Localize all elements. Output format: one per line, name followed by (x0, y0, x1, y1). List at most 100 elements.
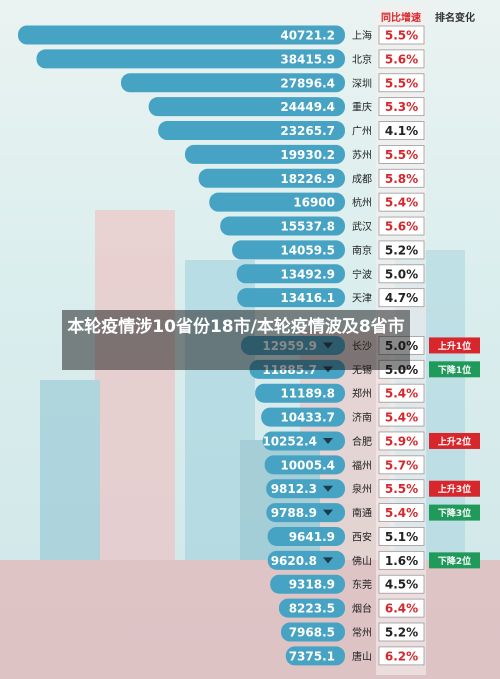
growth-header: 同比增速 (381, 11, 421, 24)
city-label: 南通 (352, 507, 372, 520)
growth-box (378, 144, 425, 164)
bar-value: 9812.3 (271, 482, 317, 496)
growth-value: 5.4% (385, 196, 418, 210)
rank-badge (429, 361, 480, 378)
rank-arrow (323, 437, 333, 444)
growth-box (378, 574, 425, 594)
growth-value: 4.1% (385, 124, 418, 138)
bar-value: 7375.1 (289, 649, 335, 663)
growth-value: 5.5% (385, 148, 418, 162)
rank-label: 上升3位 (438, 483, 471, 495)
growth-value: 1.6% (385, 554, 418, 568)
bar-value: 10252.4 (262, 434, 317, 448)
bar (36, 49, 345, 69)
bar (261, 407, 345, 427)
growth-value: 5.5% (385, 29, 418, 43)
growth-value: 4.7% (385, 291, 418, 305)
bar (184, 144, 345, 164)
growth-box (378, 97, 425, 117)
growth-value: 5.9% (385, 434, 418, 448)
growth-box (378, 527, 425, 546)
growth-box (378, 550, 425, 570)
growth-value: 5.5% (385, 76, 418, 90)
city-label: 南京 (352, 244, 372, 257)
bar-value: 23265.7 (280, 124, 335, 138)
growth-box (378, 622, 425, 642)
city-label: 唐山 (352, 650, 372, 663)
rank-label: 上升1位 (438, 340, 471, 352)
growth-box (378, 646, 425, 666)
growth-box (378, 407, 425, 427)
growth-box (378, 25, 425, 45)
growth-box (378, 49, 425, 69)
rank-label: 下降2位 (438, 555, 471, 567)
city-label: 深圳 (352, 78, 372, 90)
growth-value: 5.0% (385, 267, 418, 281)
growth-box (378, 73, 425, 93)
growth-box (378, 479, 425, 499)
bar (267, 550, 345, 570)
bar-value: 8223.5 (289, 602, 335, 616)
city-label: 成都 (352, 173, 372, 185)
growth-value: 5.4% (385, 411, 418, 425)
bar-value: 9641.9 (289, 530, 335, 544)
growth-value: 5.6% (385, 220, 418, 234)
city-label: 西安 (352, 530, 372, 543)
city-label: 上海 (352, 29, 372, 42)
growth-box (378, 240, 425, 260)
growth-box (378, 216, 425, 236)
bar-value: 38415.9 (280, 52, 335, 66)
bar (209, 192, 345, 212)
growth-box (378, 168, 425, 188)
bar (148, 97, 345, 117)
rank-arrow (323, 485, 333, 492)
rank-arrow (323, 509, 333, 516)
bar-value: 18226.9 (280, 172, 335, 186)
city-label: 武汉 (352, 220, 372, 233)
city-label: 广州 (352, 126, 372, 138)
rank-label: 下降3位 (438, 507, 471, 519)
growth-value: 4.5% (385, 578, 418, 592)
bar (220, 216, 345, 236)
growth-box (378, 431, 425, 451)
bar-value: 19930.2 (280, 148, 335, 162)
rank-badge (429, 337, 480, 354)
growth-value: 5.3% (385, 100, 418, 114)
bar (281, 622, 345, 642)
growth-value: 5.6% (385, 52, 418, 66)
growth-box (378, 264, 425, 284)
growth-box (378, 383, 425, 403)
bar (198, 168, 345, 188)
rank-badge (429, 504, 480, 521)
bar-value: 16900 (293, 196, 335, 210)
rank-badge (429, 480, 480, 497)
bar-value: 14059.5 (280, 243, 335, 257)
rank-badge (429, 432, 480, 449)
growth-value: 6.2% (385, 649, 418, 663)
bar (232, 240, 345, 260)
growth-value: 6.4% (385, 602, 418, 616)
bar-value: 11189.8 (280, 387, 335, 401)
growth-value: 5.1% (385, 530, 418, 544)
bar (237, 288, 345, 308)
growth-value: 5.2% (385, 243, 418, 257)
rank-label: 下降1位 (438, 364, 471, 376)
city-label: 烟台 (352, 602, 372, 615)
bar (120, 73, 345, 93)
bar-value: 27896.4 (280, 76, 335, 90)
city-label: 重庆 (352, 101, 372, 114)
bar (270, 574, 345, 594)
rank-badge (429, 552, 480, 569)
bar (266, 479, 345, 499)
growth-box (378, 455, 425, 475)
rank-label: 上升2位 (438, 435, 471, 447)
bar-value: 10005.4 (280, 458, 335, 472)
bar-value: 40721.2 (280, 29, 335, 43)
growth-value: 5.5% (385, 482, 418, 496)
bar (255, 383, 345, 403)
growth-value: 5.7% (385, 458, 418, 472)
headline: 本轮疫情涉10省份18市/本轮疫情波及8省市 (62, 310, 410, 370)
rank-arrow (323, 557, 333, 564)
city-label: 合肥 (352, 435, 372, 448)
